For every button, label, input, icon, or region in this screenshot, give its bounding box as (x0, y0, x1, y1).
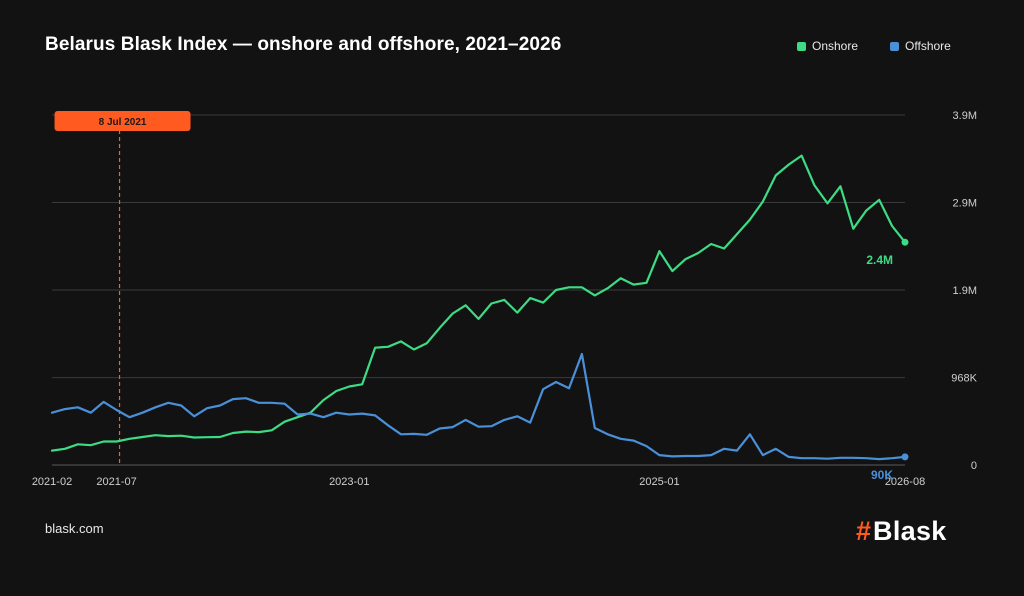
brand-hash-icon: # (856, 516, 872, 546)
legend-item-onshore[interactable]: Onshore (797, 39, 858, 53)
source-label[interactable]: blask.com (45, 521, 104, 536)
y-tick-label: 1.9M (953, 285, 977, 297)
legend-item-offshore[interactable]: Offshore (890, 39, 951, 53)
end-label-onshore: 2.4M (866, 253, 893, 267)
legend-swatch-onshore (797, 41, 806, 51)
series-endpoint-offshore (901, 453, 909, 461)
brand-wordmark: Blask (873, 516, 947, 546)
x-tick-label: 2025-01 (639, 476, 679, 488)
x-tick-label: 2026-08 (885, 476, 925, 488)
end-label-offshore: 90K (871, 468, 893, 482)
y-tick-label: 3.9M (953, 110, 977, 122)
x-tick-label: 2023-01 (329, 476, 369, 488)
series-line-offshore (50, 352, 907, 461)
legend-label-offshore: Offshore (905, 39, 951, 53)
y-tick-label: 968K (951, 373, 977, 385)
annotation-badge (54, 111, 191, 131)
chart-title: Belarus Blask Index — onshore and offsho… (45, 34, 562, 55)
series-endpoint-onshore (901, 238, 909, 246)
x-tick-label: 2021-02 (32, 476, 72, 488)
x-tick-label: 2021-07 (96, 476, 136, 488)
legend-label-onshore: Onshore (812, 39, 859, 53)
series-line-onshore (50, 154, 907, 452)
brand-logo: # Blask (856, 518, 947, 545)
chart-legend: Onshore Offshore (797, 39, 951, 53)
legend-swatch-offshore (890, 41, 900, 51)
annotation-label: 8 Jul 2021 (99, 117, 147, 128)
y-tick-label: 0 (971, 460, 977, 472)
y-tick-label: 2.9M (953, 198, 977, 210)
